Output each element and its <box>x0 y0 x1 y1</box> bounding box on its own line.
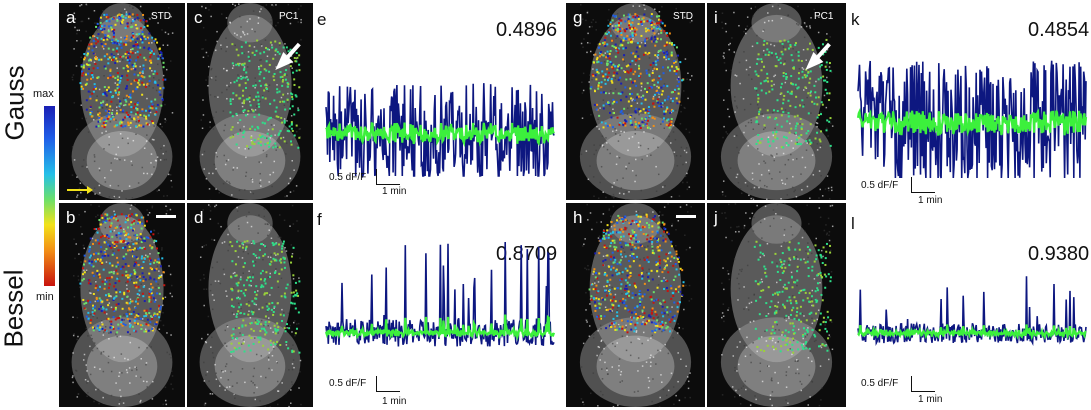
yellow-arrow-icon <box>67 189 89 191</box>
scale-bar-f-h <box>376 391 400 392</box>
trace-letter-f: f <box>317 210 322 229</box>
panel-i: i PC1 <box>707 3 846 200</box>
scale-y-l: 0.5 dF/F <box>861 378 899 389</box>
panel-letter: d <box>194 208 204 227</box>
scale-bar-k-h <box>911 192 935 193</box>
trace-l <box>857 276 1087 346</box>
colorbar <box>44 106 55 286</box>
trace-e <box>325 83 555 179</box>
panel-a: a STD <box>59 3 185 200</box>
panel-tag: PC1 <box>814 11 834 22</box>
trace-k <box>856 60 1088 179</box>
trace-pc-line <box>857 324 1087 341</box>
scale-x-l: 1 min <box>918 394 943 405</box>
scale-x-f: 1 min <box>382 396 407 407</box>
trace-value-l: 0.9380 <box>1028 243 1090 265</box>
panel-b: b <box>59 203 185 407</box>
row-label-gauss: Gauss <box>0 65 30 141</box>
scale-bar-l-h <box>911 391 935 392</box>
panel-h: h <box>566 203 705 407</box>
colorbar-min-label: min <box>36 291 54 303</box>
trace-value-e: 0.4896 <box>496 19 558 41</box>
trace-f <box>324 241 556 347</box>
panel-c: c PC1 <box>187 3 313 200</box>
scale-bar-k <box>911 177 912 193</box>
scale-y-f: 0.5 dF/F <box>329 378 367 389</box>
panel-j: j <box>707 203 846 407</box>
panel-tag: PC1 <box>279 11 299 22</box>
trace-pc-line <box>324 314 556 342</box>
trace-pc-line <box>325 120 555 148</box>
panel-d: d <box>187 203 313 407</box>
scale-bar-f <box>376 376 377 392</box>
trace-letter-l: l <box>851 214 855 233</box>
panel-letter: a <box>66 8 76 27</box>
scale-bar <box>156 215 176 218</box>
scale-bar-e-h <box>376 184 400 185</box>
panel-letter: h <box>573 208 583 227</box>
panel-letter: j <box>714 208 718 227</box>
row-label-bessel: Bessel <box>0 269 29 348</box>
panel-letter: c <box>194 8 203 27</box>
trace-pc-line <box>856 107 1088 137</box>
scale-x-e: 1 min <box>382 186 407 197</box>
scale-y-k: 0.5 dF/F <box>861 180 899 191</box>
scale-x-k: 1 min <box>918 195 943 206</box>
scale-bar-e <box>376 169 377 185</box>
panel-letter: b <box>66 208 76 227</box>
trace-letter-e: e <box>317 10 327 29</box>
trace-value-k: 0.4854 <box>1028 19 1090 41</box>
panel-letter: i <box>714 8 718 27</box>
yellow-arrow-head <box>87 186 93 194</box>
panel-g: g STD <box>566 3 705 200</box>
scale-y-e: 0.5 dF/F <box>329 172 367 183</box>
panel-tag: STD <box>673 11 693 22</box>
trace-letter-k: k <box>851 10 860 29</box>
panel-tag: STD <box>151 11 171 22</box>
trace-raw-line <box>857 60 1087 179</box>
scale-bar <box>676 215 696 218</box>
colorbar-max-label: max <box>33 88 54 100</box>
scale-bar-l <box>911 376 912 392</box>
panel-letter: g <box>573 8 583 27</box>
